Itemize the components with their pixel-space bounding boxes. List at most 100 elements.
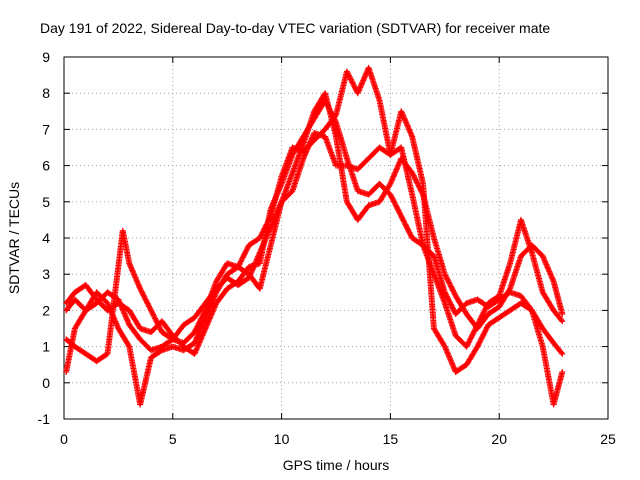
data-point [346, 73, 353, 80]
data-point [390, 196, 397, 203]
data-point [143, 297, 150, 304]
data-point [475, 340, 482, 347]
data-point [445, 296, 452, 303]
data-point [481, 330, 488, 337]
y-tick-label: -1 [38, 411, 51, 427]
data-point [447, 300, 454, 307]
data-point [481, 308, 488, 315]
data-point [152, 316, 159, 323]
data-point [403, 222, 410, 229]
data-point [397, 211, 404, 218]
data-point [141, 295, 148, 302]
data-point [558, 349, 565, 356]
data-marks [63, 64, 566, 408]
data-point [466, 336, 473, 343]
data-point [244, 244, 251, 251]
y-tick-label: 0 [42, 375, 50, 391]
data-point [396, 209, 403, 216]
data-point [392, 201, 399, 208]
data-point [482, 327, 489, 334]
data-point [445, 279, 452, 286]
y-tick-label: 7 [42, 121, 50, 137]
data-point [393, 203, 400, 210]
data-point [390, 198, 397, 205]
data-point [237, 258, 244, 265]
data-point [411, 173, 418, 180]
data-point [483, 304, 490, 311]
data-point [471, 328, 478, 335]
data-point [196, 319, 203, 326]
data-point [258, 230, 265, 237]
data-point [464, 340, 471, 347]
data-point [413, 179, 420, 186]
data-point [148, 308, 155, 315]
data-point [243, 247, 250, 254]
data-point [466, 338, 473, 345]
data-point [264, 220, 271, 227]
data-point [332, 113, 339, 120]
data-point [143, 299, 150, 306]
data-point [194, 322, 201, 329]
data-point [477, 336, 484, 343]
data-point [446, 298, 453, 305]
y-tick-labels: -1 0 1 2 3 4 5 6 7 8 9 [38, 49, 51, 427]
data-point [150, 312, 157, 319]
data-point [389, 195, 396, 202]
data-point [506, 286, 513, 293]
data-point [152, 315, 159, 322]
data-point [239, 254, 246, 261]
x-axis-label: GPS time / hours [283, 457, 390, 473]
data-point [388, 192, 395, 199]
data-point [467, 335, 474, 342]
data-point [559, 318, 566, 325]
data-point [478, 335, 485, 342]
data-point [145, 301, 152, 308]
data-point [479, 332, 486, 339]
y-axis-label: SDTVAR / TECUs [6, 182, 22, 294]
data-point [240, 253, 247, 260]
data-point [236, 261, 243, 268]
data-point [387, 191, 394, 198]
data-point [451, 290, 458, 297]
data-point [442, 272, 449, 279]
data-point [465, 339, 472, 346]
data-point [195, 320, 202, 327]
data-point [472, 325, 479, 332]
data-point [479, 311, 486, 318]
data-point [443, 275, 450, 282]
data-point [478, 313, 485, 320]
data-point [402, 221, 409, 228]
data-point [480, 331, 487, 338]
data-point [475, 342, 482, 349]
data-point [261, 225, 268, 232]
data-point [447, 301, 454, 308]
data-point [409, 171, 416, 178]
data-point [464, 342, 471, 349]
data-point [450, 306, 457, 313]
data-point [444, 276, 451, 283]
data-point [154, 319, 161, 326]
data-point [471, 327, 478, 334]
data-point [395, 207, 402, 214]
x-tick-label: 20 [491, 431, 507, 447]
data-point [483, 324, 490, 331]
data-point [238, 257, 245, 264]
data-point [447, 282, 454, 289]
data-point [262, 222, 269, 229]
data-point [475, 320, 482, 327]
data-point [260, 228, 267, 235]
data-point [482, 305, 489, 312]
data-point [140, 292, 147, 299]
data-point [235, 262, 242, 269]
data-point [351, 83, 358, 90]
data-point [259, 229, 266, 236]
data-point [350, 80, 356, 87]
data-point [153, 318, 160, 325]
data-point [394, 206, 401, 213]
data-point [345, 72, 352, 79]
data-point [154, 320, 161, 327]
data-point [150, 311, 157, 318]
data-point [257, 233, 264, 240]
data-point [242, 249, 249, 256]
